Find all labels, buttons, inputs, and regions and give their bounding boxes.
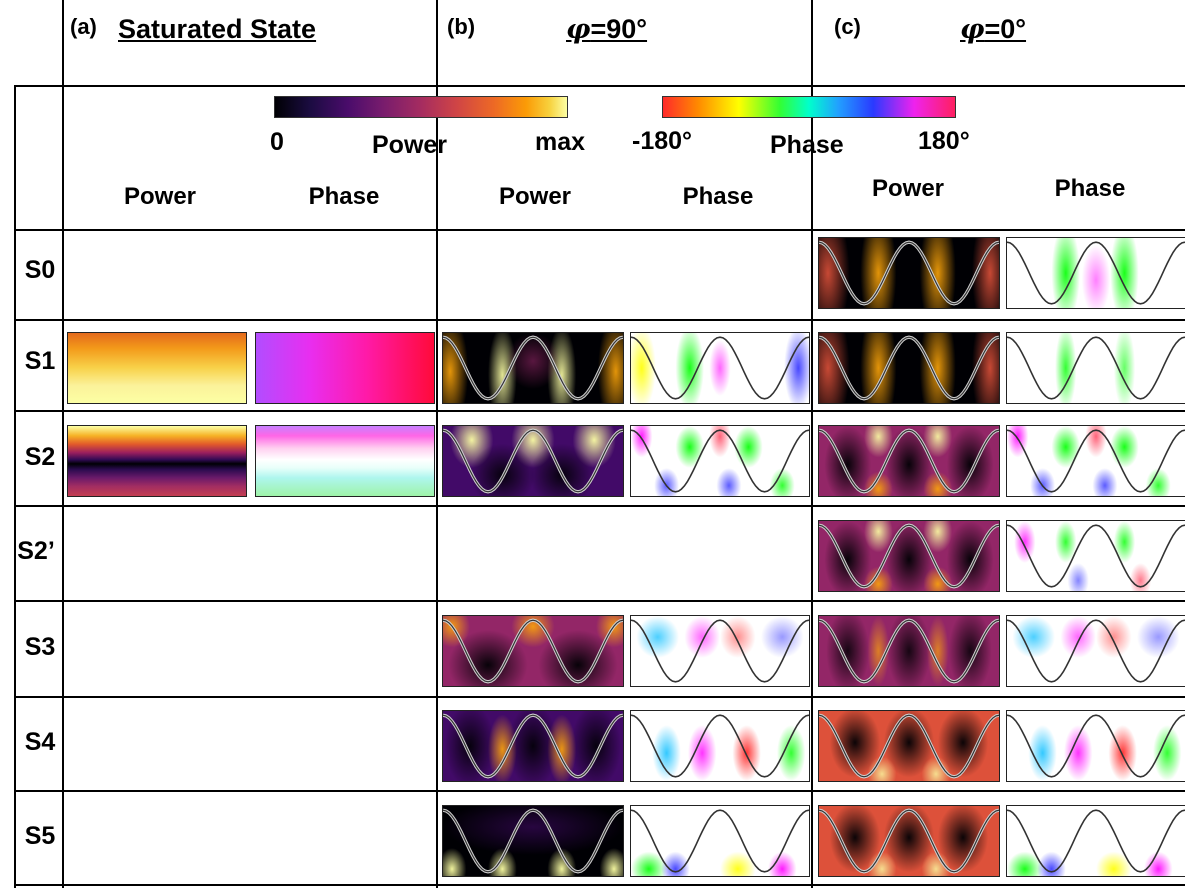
power-scale-min: 0 xyxy=(270,128,284,156)
row-label-s1: S1 xyxy=(24,347,56,375)
panel-c-s1-power-image xyxy=(819,333,999,403)
panel-c-s0-power-image xyxy=(819,238,999,308)
panel-c-s1-phase-image xyxy=(1007,333,1185,403)
panel-a-s1-phase xyxy=(255,332,435,404)
section-a-letter: (a) xyxy=(70,14,97,39)
panel-c-s1-power xyxy=(818,332,1000,404)
panel-b-s4-phase xyxy=(630,710,810,782)
phase-scale-max: 180° xyxy=(918,127,970,155)
panel-c-s5-power-image xyxy=(819,806,999,876)
panel-b-s3-phase xyxy=(630,615,810,687)
panel-c-s0-power xyxy=(818,237,1000,309)
panel-c-s2-phase xyxy=(1006,425,1185,497)
phase-colorbar xyxy=(662,96,956,118)
panel-c-s5-phase xyxy=(1006,805,1185,877)
panel-b-s5-phase-image xyxy=(631,806,809,876)
section-a-title: Saturated State xyxy=(118,14,316,44)
panel-c-s4-phase-image xyxy=(1007,711,1185,781)
panel-b-s3-power xyxy=(442,615,624,687)
section-c-letter: (c) xyxy=(834,14,861,39)
panel-c-s1-phase xyxy=(1006,332,1185,404)
panel-c-s2-power xyxy=(818,425,1000,497)
header-a-phase: Phase xyxy=(308,183,380,210)
section-b-phi: φ xyxy=(566,14,591,45)
row-label-s0: S0 xyxy=(24,256,56,284)
panel-c-s2-prime-power xyxy=(818,520,1000,592)
panel-b-s1-power-image xyxy=(443,333,623,403)
row-label-s4: S4 xyxy=(24,728,56,756)
divider-a-b xyxy=(436,0,438,888)
power-scale-max: max xyxy=(535,128,586,156)
panel-b-s2-phase-image xyxy=(631,426,809,496)
panel-b-s1-phase-image xyxy=(631,333,809,403)
phase-scale-min: -180° xyxy=(632,127,693,155)
panel-a-s2-phase xyxy=(255,425,435,497)
panel-c-s3-phase xyxy=(1006,615,1185,687)
row-rule-3 xyxy=(14,410,1185,412)
panel-c-s4-power-image xyxy=(819,711,999,781)
panel-c-s5-power xyxy=(818,805,1000,877)
bottom-rule xyxy=(14,884,1185,886)
panel-c-s0-phase-image xyxy=(1007,238,1185,308)
panel-c-s2-power-image xyxy=(819,426,999,496)
panel-c-s0-phase xyxy=(1006,237,1185,309)
panel-b-s1-power xyxy=(442,332,624,404)
row-rule-7 xyxy=(14,790,1185,792)
power-colorbar xyxy=(274,96,568,118)
header-c-power: Power xyxy=(871,175,945,202)
panel-a-s1-power xyxy=(67,332,247,404)
panel-b-s2-power-image xyxy=(443,426,623,496)
section-c-phi: φ xyxy=(960,14,985,45)
section-c-angle: =0° xyxy=(984,14,1027,44)
panel-c-s5-phase-image xyxy=(1007,806,1185,876)
header-a-power: Power xyxy=(123,183,197,210)
left-border xyxy=(62,0,64,888)
panel-b-s5-power xyxy=(442,805,624,877)
section-c-title: φ=0° xyxy=(960,14,1026,45)
row-label-s3: S3 xyxy=(24,633,56,661)
header-left-edge xyxy=(14,85,16,888)
panel-b-s5-power-image xyxy=(443,806,623,876)
panel-b-s5-phase xyxy=(630,805,810,877)
row-label-s2: S2 xyxy=(24,443,56,471)
header-b-power: Power xyxy=(498,183,572,210)
panel-b-s2-phase xyxy=(630,425,810,497)
section-b-angle: =90° xyxy=(590,14,648,44)
row-rule-5 xyxy=(14,600,1185,602)
row-rule-6 xyxy=(14,696,1185,698)
power-scale-label: Power xyxy=(372,131,448,159)
section-b-letter: (b) xyxy=(447,14,476,39)
panel-c-s2-prime-phase-image xyxy=(1007,521,1185,591)
header-c-phase: Phase xyxy=(1054,175,1126,202)
row-rule-2 xyxy=(14,319,1185,321)
header-b-phase: Phase xyxy=(682,183,754,210)
panel-c-s2-prime-phase xyxy=(1006,520,1185,592)
section-b-title: φ=90° xyxy=(566,14,647,45)
section-a-title-text: Saturated State xyxy=(118,14,317,44)
row-label-s2-prime: S2’ xyxy=(17,537,55,565)
panel-b-s3-power-image xyxy=(443,616,623,686)
panel-c-s3-phase-image xyxy=(1007,616,1185,686)
panel-a-s2-power xyxy=(67,425,247,497)
row-label-s5: S5 xyxy=(24,822,56,850)
panel-b-s1-phase xyxy=(630,332,810,404)
panel-b-s4-power xyxy=(442,710,624,782)
panel-c-s2-phase-image xyxy=(1007,426,1185,496)
panel-b-s4-power-image xyxy=(443,711,623,781)
panel-c-s3-power-image xyxy=(819,616,999,686)
panel-c-s2-prime-power-image xyxy=(819,521,999,591)
phase-scale-label: Phase xyxy=(770,131,844,159)
panel-c-s3-power xyxy=(818,615,1000,687)
divider-b-c xyxy=(811,0,813,888)
panel-c-s4-phase xyxy=(1006,710,1185,782)
panel-c-s4-power xyxy=(818,710,1000,782)
row-rule-4 xyxy=(14,505,1185,507)
panel-b-s3-phase-image xyxy=(631,616,809,686)
panel-b-s4-phase-image xyxy=(631,711,809,781)
header-bottom-rule xyxy=(14,85,1185,87)
row-rule-1 xyxy=(14,229,1185,231)
panel-b-s2-power xyxy=(442,425,624,497)
